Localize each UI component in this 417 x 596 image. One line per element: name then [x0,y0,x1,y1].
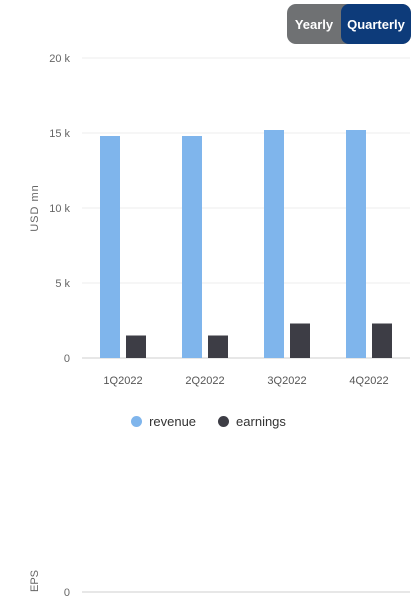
y-tick-label: 5 k [55,278,70,290]
bar-revenue [264,130,284,358]
eps-y-tick-label: 0 [64,587,70,596]
legend-dot-earnings [218,416,230,427]
period-toggle: Yearly Quarterly [287,4,411,44]
legend-item-earnings[interactable]: earnings [218,414,286,429]
legend-label-earnings: earnings [236,414,286,429]
x-tick-label: 1Q2022 [103,375,142,387]
legend-dot-revenue [131,416,143,427]
bar-revenue [182,136,202,358]
x-tick-label: 2Q2022 [185,375,224,387]
x-tick-label: 3Q2022 [267,375,306,387]
y-tick-label: 15 k [49,128,70,140]
y-tick-label: 0 [64,353,70,365]
bar-earnings [208,335,228,358]
bar-earnings [290,323,310,358]
bar-revenue [346,130,366,358]
y-tick-label: 20 k [49,53,70,65]
legend-label-revenue: revenue [149,414,197,429]
bar-revenue [100,136,120,358]
yearly-toggle-button[interactable]: Yearly [294,16,334,32]
eps-axis-label: EPS [29,570,41,592]
chart-legend: revenue earnings [0,414,417,429]
y-tick-label: 10 k [49,203,70,215]
legend-item-revenue[interactable]: revenue [131,414,196,429]
bar-earnings [126,335,146,358]
y-axis-label: USD mn [29,184,41,232]
quarterly-toggle-button[interactable]: Quarterly [341,4,411,44]
bar-earnings [372,323,392,358]
x-tick-label: 4Q2022 [349,375,388,387]
